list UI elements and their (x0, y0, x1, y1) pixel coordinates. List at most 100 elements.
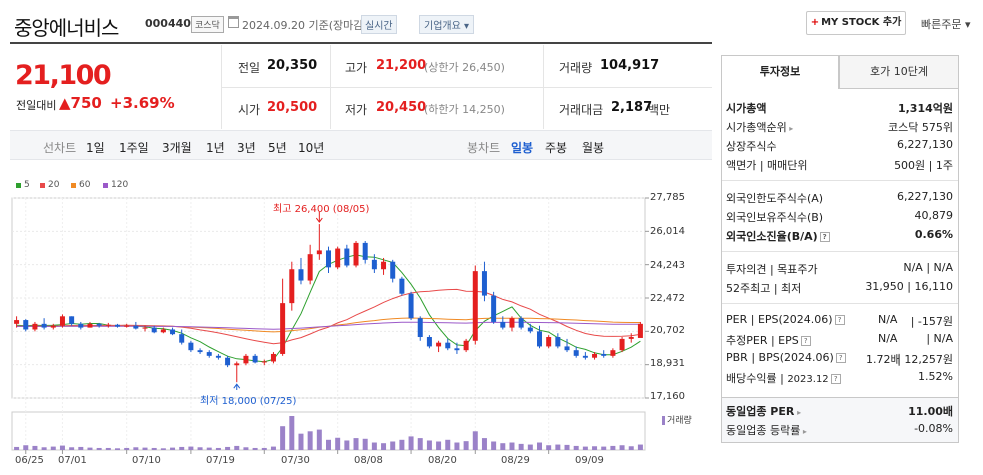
est-per-label: 추정PER | EPS? (726, 332, 811, 348)
divider (722, 180, 958, 181)
period-3y[interactable]: 3년 (237, 141, 256, 155)
x-tick-label: 07/30 (281, 455, 310, 466)
dividend-date: 2023.12 (787, 374, 829, 385)
stock-code: 000440 (145, 17, 191, 30)
candle-body (59, 316, 65, 326)
per-eps-label: PER | EPS(2024.06)? (726, 313, 845, 326)
ma120-label: 120 (111, 180, 129, 190)
market-badge: 코스닥 (191, 16, 224, 33)
candle-body (417, 318, 423, 338)
y-tick-label: 20,702 (650, 325, 685, 336)
line-chart-label: 선차트 (43, 141, 77, 155)
quick-order-dropdown[interactable]: 빠른주문 ▾ (921, 16, 971, 32)
face-value-label: 액면가 | 매매단위 (726, 159, 808, 172)
volume-bar (426, 440, 432, 450)
price-chart[interactable] (0, 190, 712, 455)
volume-bar (188, 446, 194, 450)
tab-hoga[interactable]: 호가 10단계 (839, 55, 959, 89)
foreign-hold-value: 40,879 (914, 209, 954, 222)
52w-value: 31,950 | 16,110 (865, 280, 953, 293)
candle-body (546, 337, 552, 347)
market-cap-value: 1,314억원 (897, 102, 953, 115)
per-label: PER (726, 313, 748, 326)
opinion-label: 투자의견 | 목표주가 (726, 263, 818, 276)
candle-body (537, 331, 542, 347)
candle-monthly[interactable]: 월봉 (582, 141, 605, 155)
candle-body (564, 346, 570, 351)
candle-weekly[interactable]: 주봉 (545, 141, 568, 155)
period-1y[interactable]: 1년 (206, 141, 225, 155)
candle-body (307, 254, 313, 281)
change-amount: 750 (70, 94, 102, 112)
candle-body (326, 250, 331, 268)
market-cap-rank-label[interactable]: 시가총액순위 ▸ (726, 121, 794, 134)
candle-body (206, 352, 212, 356)
x-tick-label: 08/20 (428, 455, 457, 466)
candle-body (280, 303, 286, 354)
opinion-value: N/A | N/A (903, 261, 953, 274)
help-icon[interactable]: ? (830, 374, 841, 384)
sector-per-label[interactable]: 동일업종 PER ▸ (726, 405, 802, 418)
eps-label: EPS(2024.06) (757, 313, 833, 326)
realtime-button[interactable]: 실시간 (361, 15, 397, 34)
volume-bar (215, 447, 221, 450)
est-eps-text: EPS (778, 334, 799, 347)
help-icon[interactable]: ? (819, 232, 830, 242)
candle-body (252, 355, 258, 363)
period-1d[interactable]: 1일 (86, 141, 105, 155)
add-mystock-button[interactable]: + MY STOCK 추가 (806, 11, 906, 35)
bps-number: 12,257원 (904, 353, 953, 366)
volume-bar (527, 444, 533, 450)
ma60-swatch (71, 183, 76, 188)
volume-label: 거래량 (559, 61, 593, 75)
volume-bar (463, 441, 469, 450)
period-1w[interactable]: 1주일 (119, 141, 149, 155)
corp-info-dropdown[interactable]: 기업개요 ▾ (419, 15, 475, 34)
sector-rate-value: -0.08% (914, 422, 953, 435)
candle-body (491, 295, 497, 322)
header-divider (10, 42, 712, 44)
candle-body (390, 261, 396, 279)
candle-body (619, 338, 625, 351)
x-tick-label: 08/29 (501, 455, 530, 466)
volume-bar (353, 438, 359, 450)
candle-body (225, 357, 231, 366)
volume-bar (234, 445, 240, 450)
period-10y[interactable]: 10년 (298, 141, 325, 155)
amount-value: 2,187 (611, 100, 653, 115)
volume-swatch (662, 416, 665, 425)
help-icon[interactable]: ? (835, 353, 846, 363)
candle-body (426, 337, 432, 347)
help-icon[interactable]: ? (834, 315, 845, 325)
dividend-text: 배당수익률 (726, 372, 777, 385)
candle-body (160, 329, 166, 333)
x-tick-label: 09/09 (575, 455, 604, 466)
help-icon[interactable]: ? (800, 336, 811, 346)
upper-limit: (상한가 26,450) (424, 61, 505, 74)
candle-body (105, 324, 111, 326)
period-5y[interactable]: 5년 (268, 141, 287, 155)
ma20-line (16, 288, 641, 345)
x-tick-label: 07/01 (58, 455, 87, 466)
period-3m[interactable]: 3개월 (162, 141, 192, 155)
candle-body (142, 327, 148, 329)
foreign-rate-label: 외국인소진율(B/A)? (726, 228, 830, 244)
divider (221, 87, 712, 88)
y-tick-label: 24,243 (650, 260, 685, 271)
sector-rate-label[interactable]: 동일업종 등락률 ▸ (726, 424, 807, 437)
x-tick-label: 07/19 (206, 455, 235, 466)
candle-body (500, 321, 506, 328)
candle-body (298, 269, 304, 281)
ma5-swatch (16, 183, 21, 188)
high-value: 21,200 (376, 58, 427, 73)
tab-invest-info[interactable]: 투자정보 (721, 55, 839, 89)
open-label: 시가 (238, 103, 261, 117)
candle-daily[interactable]: 일봉 (511, 141, 534, 155)
volume-bar (96, 447, 102, 450)
listed-shares-value: 6,227,130 (897, 138, 953, 151)
candle-body (381, 261, 387, 270)
y-tick-label: 17,160 (650, 391, 685, 402)
volume-bar (344, 440, 350, 450)
bps-label: BPS(2024.06) (758, 351, 834, 364)
ma5-label: 5 (24, 180, 30, 190)
